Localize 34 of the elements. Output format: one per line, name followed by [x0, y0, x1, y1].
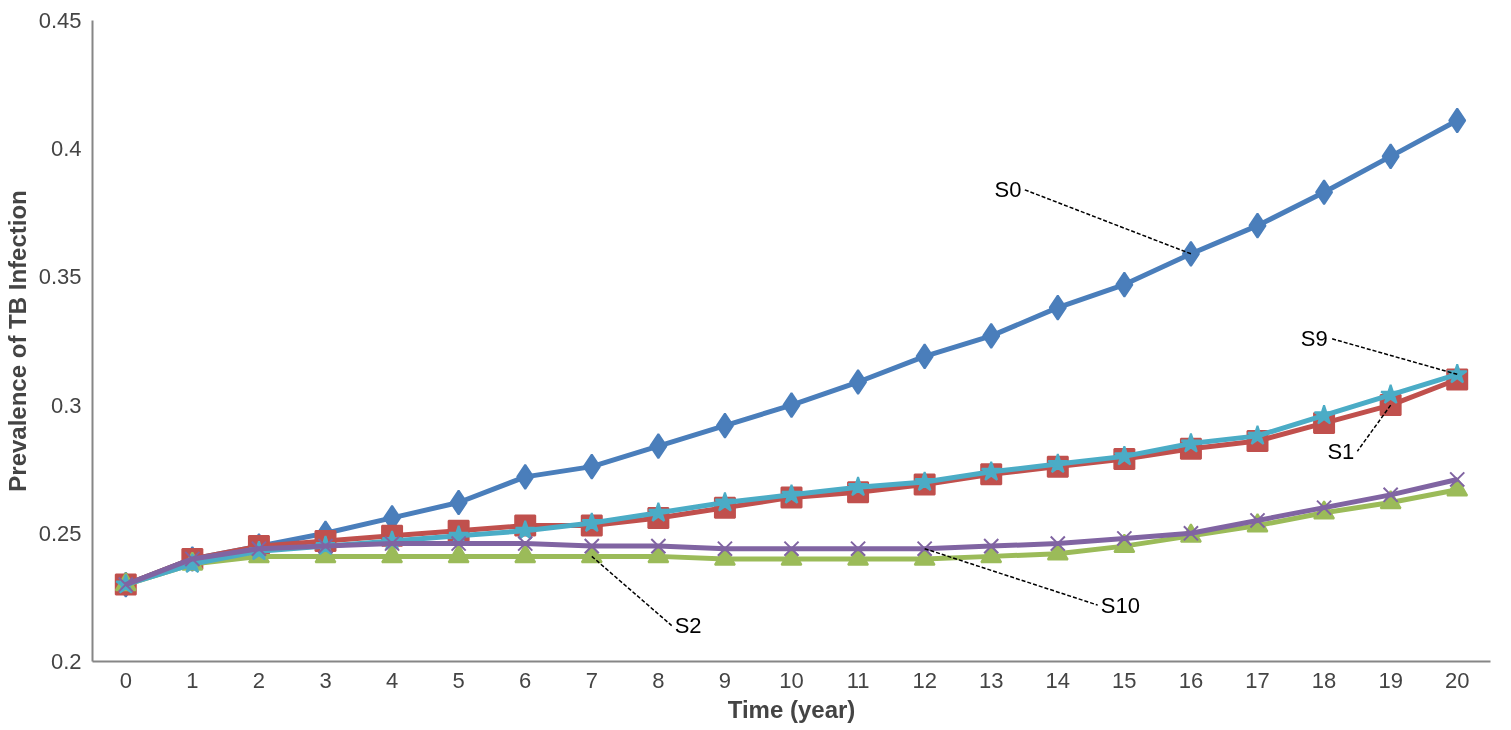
x-tick-label: 7	[585, 667, 598, 693]
x-tick-label: 13	[978, 667, 1004, 693]
x-tick-label: 20	[1444, 667, 1470, 693]
x-axis-title: Time (year)	[727, 695, 856, 723]
annotation: S0	[994, 177, 1022, 203]
x-tick-label: 0	[119, 667, 132, 693]
x-tick-label: 11	[846, 667, 870, 693]
x-tick-label: 9	[718, 667, 732, 693]
x-tick-label: 2	[252, 667, 266, 693]
x-tick-label: 5	[452, 667, 465, 693]
y-tick-label: 0.2	[50, 649, 82, 674]
annotation: S9	[1300, 325, 1328, 351]
annotation: S10	[1100, 592, 1140, 618]
y-tick-label: 0.35	[38, 264, 82, 290]
annotation: S2	[674, 613, 702, 639]
x-tick-label: 17	[1245, 667, 1270, 693]
x-tick-label: 15	[1112, 667, 1137, 693]
x-tick-label: 6	[519, 667, 532, 693]
x-tick-label: 19	[1378, 667, 1403, 693]
x-tick-label: 4	[385, 667, 399, 693]
x-tick-label: 16	[1178, 667, 1204, 693]
x-tick-label: 12	[912, 667, 937, 693]
y-axis-title: Prevalence of TB Infection	[3, 190, 31, 492]
x-tick-label: 18	[1311, 667, 1337, 693]
annotation: S1	[1327, 438, 1355, 464]
x-tick-label: 8	[652, 667, 665, 693]
x-tick-label: 14	[1045, 667, 1071, 693]
y-tick-label: 0.25	[38, 520, 82, 546]
y-tick-label: 0.4	[50, 136, 82, 162]
y-tick-label: 0.3	[50, 392, 82, 418]
x-tick-label: 10	[779, 667, 804, 693]
y-tick-label: 0.45	[38, 8, 82, 33]
x-tick-label: 3	[319, 667, 332, 693]
x-tick-label: 1	[186, 667, 199, 693]
